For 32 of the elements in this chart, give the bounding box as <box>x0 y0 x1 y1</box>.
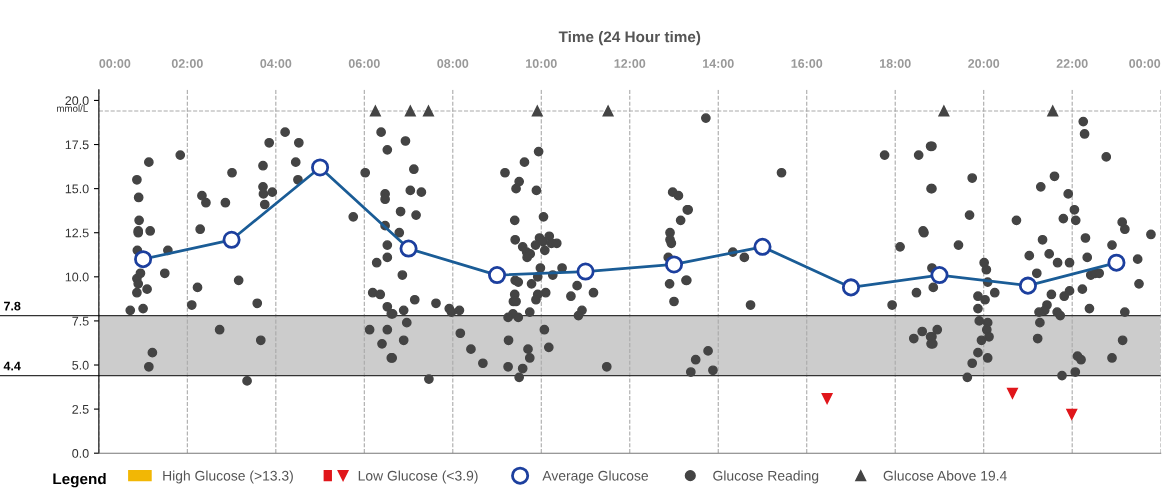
y-tick-label: 15.0 <box>65 184 89 194</box>
x-tick-label: 04:00 <box>260 59 292 68</box>
y-tick-label: 20.0 <box>65 96 89 106</box>
x-tick-label: 18:00 <box>880 59 911 68</box>
x-tick-label: 06:00 <box>348 59 380 68</box>
legend-label: Low Glucose (<3.9) <box>358 470 478 484</box>
x-axis-title: Time (24 Hour time) <box>558 31 701 46</box>
x-tick-label: 16:00 <box>791 59 823 68</box>
y-tick-label: 7.5 <box>72 316 89 326</box>
x-tick-label: 08:00 <box>437 59 469 68</box>
y-tick-label: 12.5 <box>65 228 89 238</box>
x-tick-label: 00:00 <box>1129 59 1161 68</box>
ref-line-label: 4.4 <box>3 361 21 371</box>
y-tick-label: 10.0 <box>65 272 89 282</box>
legend-label: Average Glucose <box>542 470 649 484</box>
y-tick-label: 0.0 <box>72 448 89 458</box>
y-tick-label: 5.0 <box>72 360 89 370</box>
x-tick-label: 14:00 <box>703 59 734 68</box>
x-tick-label: 00:00 <box>99 59 131 68</box>
y-axis-title: mmol/L <box>57 104 88 112</box>
y-tick-label: 17.5 <box>65 140 89 150</box>
legend-label: Glucose Reading <box>713 470 819 484</box>
x-tick-label: 10:00 <box>526 59 557 68</box>
legend-title: Legend <box>53 473 106 488</box>
x-tick-label: 02:00 <box>171 59 203 68</box>
x-tick-label: 12:00 <box>614 59 646 68</box>
legend-label: High Glucose (>13.3) <box>163 470 293 484</box>
x-tick-label: 22:00 <box>1056 59 1088 68</box>
legend-label: Glucose Above 19.4 <box>883 470 1007 481</box>
ref-line-label: 7.8 <box>4 301 21 311</box>
x-tick-label: 20:00 <box>968 59 1000 68</box>
y-tick-label: 2.5 <box>72 404 89 414</box>
